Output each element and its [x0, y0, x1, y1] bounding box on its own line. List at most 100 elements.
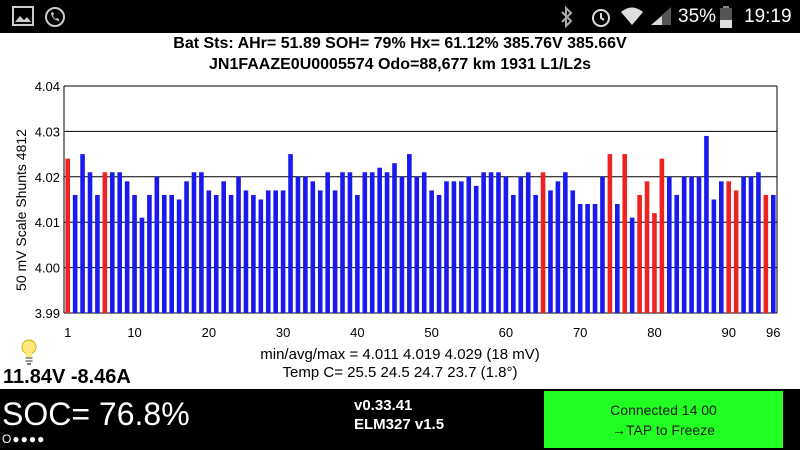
cell-bar [756, 172, 761, 313]
cell-bar [763, 194, 769, 313]
cell-bar [518, 176, 524, 313]
cell-bar [481, 172, 486, 313]
cell-bar [533, 194, 538, 313]
battery-icon [720, 6, 732, 28]
cell-bar [414, 176, 420, 313]
cell-bar [577, 204, 583, 313]
lightbulb-icon[interactable] [20, 339, 38, 365]
cell-bar [555, 181, 561, 313]
cell-bar [607, 154, 613, 313]
cell-bar [652, 213, 657, 313]
cell-bar [525, 172, 531, 313]
y-tick-label: 4.04 [35, 79, 60, 94]
cell-bar [169, 194, 174, 313]
cell-bar [667, 176, 672, 313]
cell-bar [615, 204, 620, 313]
cell-bar [332, 190, 338, 313]
cell-bar [496, 172, 501, 313]
cell-bar [659, 158, 665, 313]
cell-bar [124, 181, 130, 313]
cell-bar [65, 158, 71, 313]
cell-bar [303, 176, 308, 313]
page-indicator[interactable]: O●●●● [2, 432, 46, 446]
clock: 19:19 [744, 6, 792, 27]
cell-bar [243, 190, 249, 313]
min-avg-max-line: min/avg/max = 4.011 4.019 4.029 (18 mV) [260, 346, 540, 363]
cell-bar [280, 190, 286, 313]
state-of-charge: SOC= 76.8% [2, 396, 190, 432]
connect-freeze-button[interactable]: Connected 14 00 →TAP to Freeze [544, 391, 783, 448]
pack-voltage-current: 11.84V -8.46A [3, 366, 131, 388]
cell-bar [570, 190, 576, 313]
cell-bar [644, 181, 650, 313]
x-tick-label: 90 [721, 325, 735, 340]
y-tick-label: 4.00 [35, 261, 60, 276]
cell-bar [726, 181, 732, 313]
cell-bar [622, 154, 628, 313]
cell-bar [213, 194, 219, 313]
y-tick-label: 4.01 [35, 215, 60, 230]
y-tick-label: 4.02 [35, 170, 60, 185]
signal-icon [651, 7, 671, 25]
y-tick-label: 4.03 [35, 124, 60, 139]
cell-bar [384, 172, 390, 313]
cell-bar [511, 194, 516, 313]
tap-freeze-label: →TAP to Freeze [612, 421, 715, 438]
cell-bar [265, 190, 271, 313]
x-tick-label: 96 [766, 325, 780, 340]
cell-bar [741, 176, 746, 313]
cell-bar [459, 181, 464, 313]
x-tick-label: 40 [350, 325, 364, 340]
cell-bar [377, 167, 382, 313]
alarm-icon [592, 9, 610, 27]
cell-bar [718, 181, 724, 313]
cell-bar [161, 194, 167, 313]
cell-bar [258, 199, 264, 313]
x-tick-label: 20 [202, 325, 216, 340]
cell-bar [407, 154, 412, 313]
connect-status-label: Connected 14 00 [610, 401, 717, 418]
cell-bar [473, 185, 479, 313]
cell-bar [748, 176, 754, 313]
cell-bar [273, 190, 278, 313]
cell-bar [362, 172, 368, 313]
cell-bar [770, 194, 776, 313]
cell-bar [704, 135, 709, 313]
cell-bar [503, 176, 509, 313]
cell-bar [429, 190, 434, 313]
temperature-line: Temp C= 25.5 24.5 24.7 23.7 (1.8°) [282, 364, 518, 381]
x-tick-label: 30 [276, 325, 290, 340]
cell-bar [733, 190, 739, 313]
cell-bar [629, 217, 635, 313]
cell-bar [295, 176, 301, 313]
x-tick-label: 60 [499, 325, 513, 340]
wifi-icon [621, 7, 643, 25]
cell-bar [80, 154, 85, 313]
cell-bar [369, 172, 375, 313]
x-tick-label: 50 [424, 325, 438, 340]
battery-status-line: Bat Sts: AHr= 51.89 SOH= 79% Hx= 61.12% … [173, 35, 627, 52]
cell-bar [451, 181, 457, 313]
cell-bar [87, 172, 93, 313]
cell-bar [637, 194, 642, 313]
x-tick-label: 1 [64, 325, 71, 340]
cell-bar [585, 204, 590, 313]
cell-bar [184, 181, 189, 313]
cell-bar [421, 172, 427, 313]
cell-bar [674, 194, 680, 313]
cell-bar [466, 176, 472, 313]
cell-bar [696, 176, 702, 313]
cell-bar [176, 199, 182, 313]
app-version: v0.33.41 [354, 397, 413, 414]
picture-icon [12, 6, 34, 26]
cell-voltage-chart[interactable]: 3.99 4.00 4.01 4.02 4.03 4.04 1 10 20 30 40 50 60 70 8… [0, 78, 800, 348]
cell-bar [355, 194, 360, 313]
cell-bar [206, 190, 212, 313]
cell-bar [147, 194, 152, 313]
cell-bar [95, 194, 100, 313]
cell-bar [399, 176, 405, 313]
cell-bar [592, 204, 598, 313]
cell-bar [72, 194, 78, 313]
battery-percent: 35% [678, 6, 717, 27]
adapter-version: ELM327 v1.5 [354, 416, 445, 433]
